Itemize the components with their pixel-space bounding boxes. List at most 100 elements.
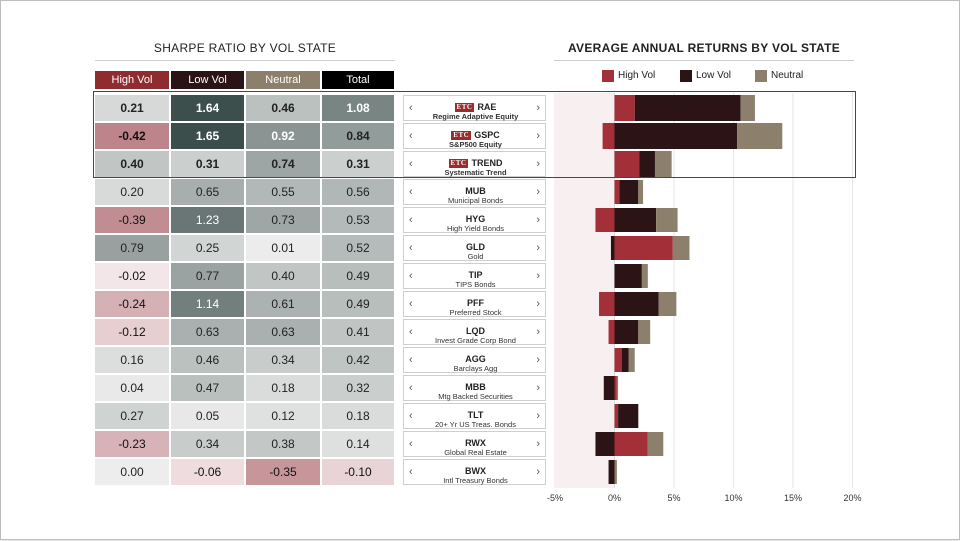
asset-selector-mbb[interactable]: ‹ › MBB Mtg Backed Securities [403, 375, 546, 401]
chevron-right-icon[interactable]: › [536, 410, 540, 422]
chevron-left-icon[interactable]: ‹ [409, 186, 413, 198]
chevron-right-icon[interactable]: › [536, 242, 540, 254]
chevron-right-icon[interactable]: › [536, 466, 540, 478]
sharpe-cell-trend-high-vol: 0.40 [95, 151, 169, 177]
left-title-rule [95, 60, 395, 61]
chevron-left-icon[interactable]: ‹ [409, 214, 413, 226]
asset-selector-gspc[interactable]: ‹ › ETC GSPC S&P500 Equity [403, 123, 546, 149]
sharpe-cell-bwx-neutral: -0.35 [246, 459, 320, 485]
bar-agg-high-vol [614, 348, 622, 372]
sharpe-cell-pff-high-vol: -0.24 [95, 291, 169, 317]
legend-label-neutral: Neutral [771, 70, 804, 81]
header-low-vol: Low Vol [171, 71, 244, 89]
sharpe-cell-pff-neutral: 0.61 [246, 291, 320, 317]
asset-selector-pff[interactable]: ‹ › PFF Preferred Stock [403, 291, 546, 317]
bar-lqd-high-vol [608, 320, 615, 344]
asset-selector-tlt[interactable]: ‹ › TLT 20+ Yr US Treas. Bonds [403, 403, 546, 429]
left-title: SHARPE RATIO BY VOL STATE [153, 41, 337, 55]
sharpe-cell-mub-low-vol: 0.65 [171, 179, 244, 205]
sharpe-cell-rae-low-vol: 1.64 [171, 95, 244, 121]
asset-ticker: TLT [404, 410, 547, 420]
sharpe-cell-trend-low-vol: 0.31 [171, 151, 244, 177]
legend-label-high-vol: High Vol [618, 70, 656, 81]
sharpe-cell-gld-high-vol: 0.79 [95, 235, 169, 261]
chevron-left-icon[interactable]: ‹ [409, 130, 413, 142]
asset-selector-gld[interactable]: ‹ › GLD Gold [403, 235, 546, 261]
sharpe-cell-bwx-high-vol: 0.00 [95, 459, 169, 485]
bar-tlt-low-vol [618, 404, 639, 428]
chevron-left-icon[interactable]: ‹ [409, 158, 413, 170]
asset-selector-rwx[interactable]: ‹ › RWX Global Real Estate [403, 431, 546, 457]
bar-mub-low-vol [619, 180, 639, 204]
chevron-right-icon[interactable]: › [536, 270, 540, 282]
chevron-left-icon[interactable]: ‹ [409, 410, 413, 422]
bar-gld-neutral [672, 236, 690, 260]
legend-swatch-neutral [755, 70, 767, 82]
chevron-left-icon[interactable]: ‹ [409, 102, 413, 114]
sharpe-cell-tip-total: 0.49 [322, 263, 394, 289]
asset-selector-trend[interactable]: ‹ › ETC TREND Systematic Trend [403, 151, 546, 177]
sharpe-cell-tip-high-vol: -0.02 [95, 263, 169, 289]
header-high-vol: High Vol [95, 71, 169, 89]
asset-selector-mub[interactable]: ‹ › MUB Municipal Bonds [403, 179, 546, 205]
sharpe-cell-rwx-neutral: 0.38 [246, 431, 320, 457]
chevron-left-icon[interactable]: ‹ [409, 466, 413, 478]
bar-trend-high-vol [614, 151, 640, 177]
chevron-left-icon[interactable]: ‹ [409, 354, 413, 366]
bar-gld-low-vol [610, 236, 615, 260]
chevron-right-icon[interactable]: › [536, 438, 540, 450]
asset-description: Municipal Bonds [447, 196, 504, 205]
bar-tip-low-vol [614, 264, 642, 288]
asset-selector-tip[interactable]: ‹ › TIP TIPS Bonds [403, 263, 546, 289]
bar-trend-low-vol [639, 151, 655, 177]
bar-tip-neutral [641, 264, 648, 288]
asset-selector-agg[interactable]: ‹ › AGG Barclays Agg [403, 347, 546, 373]
chevron-right-icon[interactable]: › [536, 298, 540, 310]
chevron-left-icon[interactable]: ‹ [409, 298, 413, 310]
chevron-right-icon[interactable]: › [536, 214, 540, 226]
chevron-right-icon[interactable]: › [536, 186, 540, 198]
chevron-right-icon[interactable]: › [536, 102, 540, 114]
asset-selector-hyg[interactable]: ‹ › HYG High Yield Bonds [403, 207, 546, 233]
asset-selector-rae[interactable]: ‹ › ETC RAE Regime Adaptive Equity [403, 95, 546, 121]
x-tick-label: 10% [724, 493, 742, 503]
bar-rwx-low-vol [595, 432, 615, 456]
bar-mbb-neutral [616, 376, 619, 400]
asset-ticker-text: TREND [471, 158, 503, 168]
chevron-right-icon[interactable]: › [536, 382, 540, 394]
chevron-left-icon[interactable]: ‹ [409, 382, 413, 394]
chevron-right-icon[interactable]: › [536, 354, 540, 366]
sharpe-cell-gld-total: 0.52 [322, 235, 394, 261]
asset-description: Gold [467, 252, 484, 261]
sharpe-cell-rae-neutral: 0.46 [246, 95, 320, 121]
bar-hyg-neutral [656, 208, 678, 232]
legend-swatch-high-vol [602, 70, 614, 82]
sharpe-cell-mbb-high-vol: 0.04 [95, 375, 169, 401]
chevron-right-icon[interactable]: › [536, 158, 540, 170]
sharpe-cell-bwx-low-vol: -0.06 [171, 459, 244, 485]
sharpe-cell-hyg-low-vol: 1.23 [171, 207, 244, 233]
header-total: Total [322, 71, 394, 89]
bar-mub-high-vol [614, 180, 620, 204]
asset-selector-bwx[interactable]: ‹ › BWX Intl Treasury Bonds [403, 459, 546, 485]
bar-pff-low-vol [614, 292, 659, 316]
chevron-right-icon[interactable]: › [536, 130, 540, 142]
bar-bwx-low-vol [608, 460, 615, 484]
chevron-left-icon[interactable]: ‹ [409, 326, 413, 338]
asset-ticker-text: GLD [466, 242, 485, 252]
asset-selector-lqd[interactable]: ‹ › LQD Invest Grade Corp Bond [403, 319, 546, 345]
asset-description: Global Real Estate [444, 448, 507, 457]
bar-pff-neutral [658, 292, 677, 316]
sharpe-cell-tip-low-vol: 0.77 [171, 263, 244, 289]
asset-ticker-text: LQD [466, 326, 485, 336]
x-tick-label: 0% [608, 493, 621, 503]
sharpe-cell-lqd-low-vol: 0.63 [171, 319, 244, 345]
chevron-right-icon[interactable]: › [536, 326, 540, 338]
chevron-left-icon[interactable]: ‹ [409, 270, 413, 282]
chevron-left-icon[interactable]: ‹ [409, 438, 413, 450]
asset-ticker-text: GSPC [474, 130, 500, 140]
chevron-left-icon[interactable]: ‹ [409, 242, 413, 254]
asset-ticker: RWX [404, 438, 547, 448]
sharpe-cell-trend-total: 0.31 [322, 151, 394, 177]
